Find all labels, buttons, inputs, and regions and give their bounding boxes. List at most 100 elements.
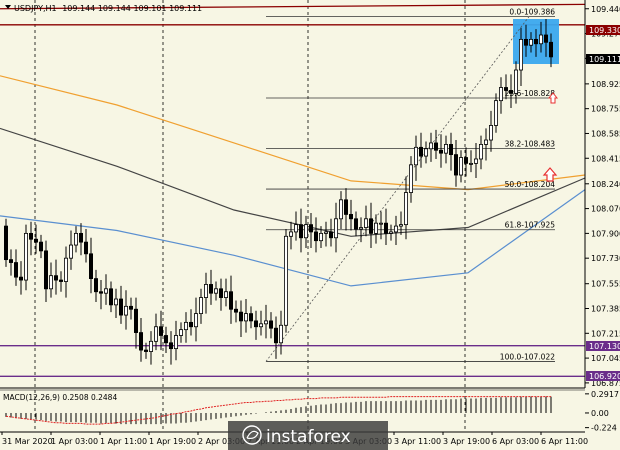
candle-body-46: [233, 308, 238, 313]
candle-body-96: [483, 139, 488, 145]
candle-body-76: [383, 222, 388, 234]
fib-label-2: 38.2-108.483: [505, 139, 556, 148]
watermark: instaforex: [228, 421, 388, 450]
candle-body-52: [263, 320, 268, 325]
time-tick-label-11: 6 Apr 11:00: [541, 437, 588, 446]
price-tick-label-5: 108.585: [591, 129, 620, 138]
candle-body-14: [74, 232, 79, 246]
candle-body-55: [278, 324, 283, 344]
candle-body-16: [84, 241, 89, 255]
price-tick-label-4: 108.755: [591, 105, 620, 114]
candle-body-70: [353, 218, 358, 230]
time-tick-label-10: 6 Apr 03:00: [492, 437, 539, 446]
red-up-arrow-small-icon: [547, 92, 559, 104]
candle-body-67: [338, 199, 343, 220]
candle-body-65: [328, 231, 333, 239]
grid-lines: [34, 0, 466, 432]
fib-label-5: 100.0-107.022: [500, 352, 555, 361]
red-level-tag-bg: [586, 25, 620, 35]
candle-body-29: [148, 340, 153, 352]
candle-body-80: [403, 192, 408, 226]
candle-body-39: [198, 297, 203, 315]
candle-body-30: [153, 326, 158, 342]
candle-body-44: [223, 291, 228, 298]
fib-label-4: 61.8-107.925: [505, 221, 556, 230]
candle-body-75: [378, 222, 383, 225]
price-tick-label-15: 106.875: [591, 379, 620, 388]
time-tick-label-0: 31 Mar 2020: [2, 437, 53, 446]
candle-body-21: [109, 288, 114, 306]
candle-body-2: [13, 262, 18, 278]
price-tick-label-13: 107.215: [591, 329, 620, 338]
candle-body-15: [79, 232, 84, 243]
candle-body-1: [8, 259, 13, 263]
candle-body-105: [529, 38, 534, 46]
candle-body-101: [508, 90, 513, 94]
ema-blue-line: [0, 189, 586, 287]
price-tick-label-3: 108.925: [591, 80, 620, 89]
candle-body-57: [288, 231, 293, 237]
candle-body-77: [388, 231, 393, 234]
candle-body-107: [539, 34, 544, 45]
candle-body-27: [138, 332, 143, 351]
candle-body-54: [273, 327, 278, 344]
candle-body-8: [44, 250, 49, 290]
candle-body-32: [163, 335, 168, 344]
candle-body-89: [448, 144, 453, 156]
price-tick-label-0: 109.440: [591, 5, 620, 14]
time-tick-label-1: 1 Apr 03:00: [51, 437, 98, 446]
candle-body-102: [514, 69, 519, 94]
candle-body-51: [258, 323, 263, 328]
candle-body-103: [519, 38, 524, 71]
price-tick-label-12: 107.385: [591, 305, 620, 314]
candle-body-94: [473, 158, 478, 164]
macd-tick-label-1: 0.00: [591, 409, 609, 418]
macd-label: MACD(12,26,9) 0.2508 0.2484: [3, 393, 117, 402]
candle-body-23: [119, 298, 124, 316]
time-tick-label-9: 3 Apr 19:00: [443, 437, 490, 446]
current-price-tag-bg: [586, 54, 620, 64]
price-tick-label-7: 108.240: [591, 180, 620, 189]
candle-body-25: [128, 305, 133, 310]
purple-level-tag-2: 106.920: [589, 372, 620, 381]
red-trend-line: [0, 3, 586, 10]
collapse-triangle-icon[interactable]: [5, 5, 11, 9]
price-tick-label-9: 107.900: [591, 229, 620, 238]
time-tick-label-3: 1 Apr 19:00: [149, 437, 196, 446]
current-price-tag: 109.111: [589, 55, 620, 64]
candle-body-31: [158, 326, 163, 336]
candle-body-99: [498, 87, 503, 102]
fib-diagonal: [265, 16, 530, 362]
macd-panel: [5, 396, 552, 425]
candle-body-17: [89, 253, 94, 280]
macd-signal-line: [5, 396, 551, 425]
price-axis: 109.440109.270109.100108.925108.755108.5…: [585, 5, 620, 388]
candle-body-13: [69, 244, 74, 259]
watermark-text: instaforex: [266, 427, 351, 447]
price-tick-label-8: 108.070: [591, 205, 620, 214]
candle-body-74: [373, 222, 378, 234]
candle-body-40: [203, 284, 208, 298]
candles: [4, 18, 554, 365]
purple-level-tag: 107.130: [589, 342, 620, 351]
candle-body-3: [18, 276, 23, 281]
price-tick-label-6: 108.415: [591, 154, 620, 163]
candle-body-12: [64, 257, 69, 282]
horizontal-levels: [0, 3, 586, 377]
red-up-arrow-icon: [542, 167, 558, 182]
candle-body-59: [298, 224, 303, 239]
candle-body-45: [228, 291, 233, 310]
red-level-tag: 109.330: [589, 26, 620, 35]
candle-body-9: [49, 275, 54, 290]
candle-body-58: [293, 224, 298, 233]
watermark-logo-icon: [242, 425, 262, 445]
fib-label-1: 23.6-108.828: [505, 89, 556, 98]
chart-header-symbol: USDJPY,H1 109.144 109.144 109.101 109.11…: [14, 4, 202, 13]
price-tick-label-11: 107.555: [591, 280, 620, 289]
candle-body-42: [213, 288, 218, 294]
candle-body-43: [218, 288, 223, 298]
price-tick-label-14: 107.045: [591, 354, 620, 363]
candle-body-83: [418, 146, 423, 157]
candle-body-48: [243, 313, 248, 322]
candle-body-93: [468, 162, 473, 165]
